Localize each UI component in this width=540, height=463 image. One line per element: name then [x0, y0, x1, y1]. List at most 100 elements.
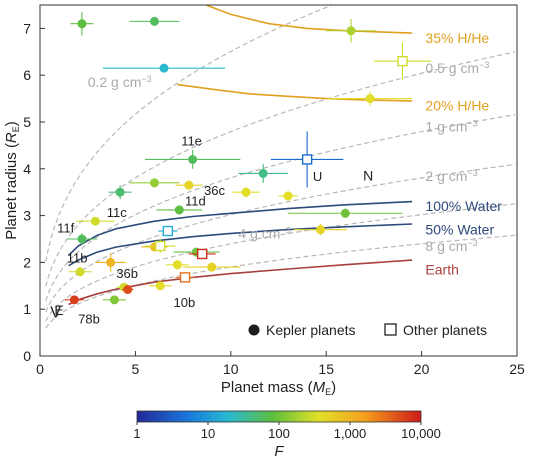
x-tick-label: 10 [223, 361, 239, 377]
kepler-point [172, 260, 182, 270]
planet-label: 11d [185, 194, 206, 209]
colorbar-tick-label: 1,000 [334, 426, 367, 441]
other-point [301, 154, 313, 165]
data-points [64, 12, 432, 305]
kepler-point [115, 187, 125, 197]
y-tick-label: 4 [23, 161, 31, 177]
model-curve-2 [68, 200, 413, 256]
kepler-point [188, 154, 198, 164]
y-tick-label: 2 [23, 254, 31, 270]
colorbar-label: F [274, 443, 284, 460]
x-tick-label: 20 [414, 361, 430, 377]
solar-planet-label: E [54, 302, 63, 318]
colorbar-tick-label: 1 [133, 426, 140, 441]
kepler-point [283, 191, 293, 201]
kepler-point [149, 16, 159, 26]
kepler-point [258, 168, 268, 178]
axes: 0 5 10 15 20 25 0 1 2 3 4 5 6 7 Planet mass (ME) Planet… [3, 4, 525, 397]
x-tick-label: 25 [509, 361, 525, 377]
kepler-point [346, 26, 356, 36]
density-label-0: 0.2 g cm−3 [88, 74, 152, 90]
other-point [196, 248, 208, 260]
kepler-point [149, 178, 159, 188]
other-point [397, 55, 408, 67]
model-curve-0 [205, 5, 413, 34]
kepler-point [106, 257, 116, 267]
kepler-point [174, 205, 184, 215]
density-label-3: 2 g cm−3 [425, 168, 477, 184]
model-label-3: 50% Water [425, 222, 494, 238]
planet-label: 11b [67, 251, 88, 266]
planet-label: 10b [174, 295, 196, 310]
model-label-1: 20% H/He [425, 98, 489, 114]
legend-other-label: Other planets [403, 322, 487, 338]
x-tick-label: 0 [36, 361, 44, 377]
planet-label: 36b [116, 266, 138, 281]
y-tick-label: 1 [23, 301, 31, 317]
other-point [155, 240, 166, 252]
solar-planet-label: V [50, 305, 61, 322]
density-curve-1 [45, 51, 516, 287]
y-tick-label: 5 [23, 114, 31, 130]
model-curves [68, 5, 413, 306]
solar-planet-label: N [363, 167, 373, 183]
colorbar-tick-label: 10,000 [401, 426, 441, 441]
density-curve-2 [45, 114, 516, 301]
kepler-point [109, 295, 119, 305]
legend-kepler-label: Kepler planets [266, 322, 356, 338]
x-tick-label: 5 [132, 361, 140, 377]
model-curve-4 [68, 259, 413, 306]
legend: Kepler planets Other planets [248, 322, 487, 338]
other-point [179, 272, 191, 283]
plot-clip-group [45, 5, 516, 329]
planet-label: 36c [204, 183, 225, 198]
colorbar-bar [136, 410, 422, 423]
kepler-point [241, 187, 251, 197]
plot-area: 35% H/He 20% H/He 100% Water 50% Water Earth… [45, 5, 516, 329]
kepler-point [340, 208, 350, 218]
curve-labels: 35% H/He 20% H/He 100% Water 50% Water Earth… [88, 30, 503, 278]
planet-label: 11f [57, 220, 74, 235]
planet-label: 78b [78, 312, 100, 327]
density-label-4: 4 g cm−3 [238, 225, 290, 241]
x-axis-label: Planet mass (ME) [221, 379, 336, 397]
model-label-2: 100% Water [425, 198, 502, 214]
x-tick-label: 15 [318, 361, 334, 377]
model-label-0: 35% H/He [425, 30, 489, 46]
planet-label: 11e [181, 134, 202, 149]
density-curve-3 [45, 163, 516, 313]
kepler-point [77, 234, 87, 244]
kepler-point [184, 180, 194, 190]
colorbar-tick-label: 10 [201, 426, 215, 441]
planet-label: U [313, 169, 322, 184]
kepler-point [365, 94, 375, 104]
density-label-1: 0.5 g cm−3 [425, 60, 489, 76]
legend-kepler-marker [248, 324, 260, 336]
colorbar: 1 10 100 1,000 10,000 F [133, 410, 441, 460]
kepler-point [155, 281, 165, 291]
kepler-point [315, 225, 325, 235]
kepler-point [90, 216, 100, 226]
legend-other-marker [384, 323, 397, 336]
kepler-point [75, 267, 85, 277]
model-curve-1 [177, 83, 413, 102]
model-label-4: Earth [425, 261, 458, 277]
planet-label: 11c [107, 205, 127, 220]
density-label-5: 8 g cm−3 [425, 238, 477, 254]
colorbar-tick-label: 100 [268, 426, 290, 441]
y-tick-label: 3 [23, 208, 31, 224]
y-axis-label: Planet radius (RE) [3, 121, 21, 240]
density-label-2: 1 g cm−3 [425, 119, 477, 135]
other-point [162, 225, 174, 237]
y-tick-label: 6 [23, 67, 31, 83]
axes-frame [39, 4, 518, 357]
kepler-point [77, 19, 87, 29]
kepler-point [159, 63, 169, 73]
y-tick-label: 0 [23, 348, 31, 364]
density-curve-0 [45, 5, 334, 262]
kepler-point [207, 262, 217, 272]
kepler-point [123, 285, 133, 295]
y-tick-label: 7 [23, 20, 31, 36]
